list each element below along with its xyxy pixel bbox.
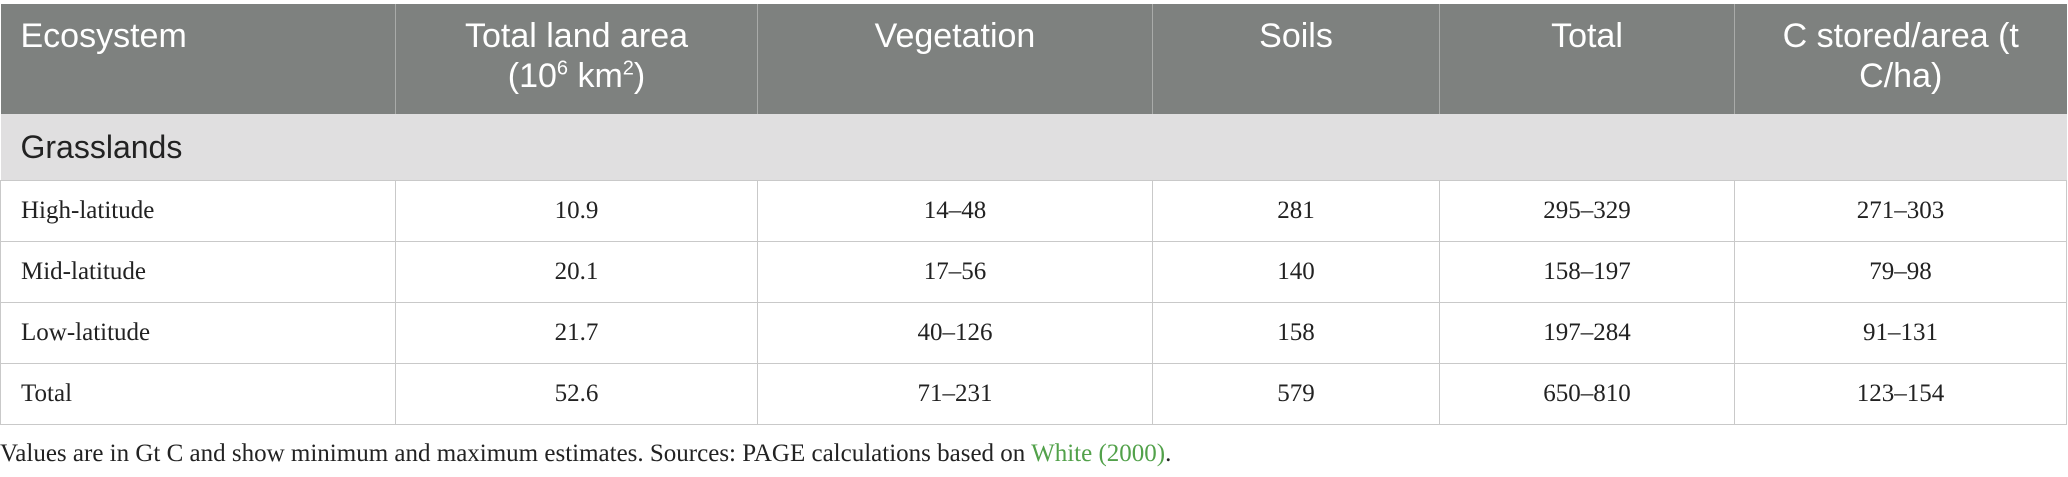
cell-land-area: 20.1 [395,241,758,303]
cell-ecosystem: Low-latitude [0,302,396,364]
cell-vegetation: 40–126 [757,302,1153,364]
cell-land-area: 52.6 [395,363,758,425]
header-land-area: Total land area (106 km2) [395,4,758,114]
header-soils: Soils [1152,4,1440,114]
cell-c-stored: 123–154 [1734,363,2067,425]
cell-soils: 579 [1152,363,1440,425]
cell-c-stored: 91–131 [1734,302,2067,364]
header-total: Total [1439,4,1735,114]
table-row: High-latitude 10.9 14–48 281 295–329 271… [0,180,2067,242]
cell-land-area: 21.7 [395,302,758,364]
header-land-area-unit-a: (10 [507,57,557,95]
citation-link[interactable]: White (2000) [1031,440,1166,467]
cell-vegetation: 71–231 [757,363,1153,425]
cell-vegetation: 14–48 [757,180,1153,242]
footnote-end: . [1165,440,1172,467]
cell-c-stored: 79–98 [1734,241,2067,303]
cell-soils: 140 [1152,241,1440,303]
table-row: Total 52.6 71–231 579 650–810 123–154 [0,363,2067,425]
footnote-text: Values are in Gt C and show minimum and … [0,440,1032,467]
cell-soils: 158 [1152,302,1440,364]
cell-total: 295–329 [1439,180,1735,242]
header-row: Ecosystem Total land area (106 km2) Vege… [0,4,2067,114]
cell-vegetation: 17–56 [757,241,1153,303]
table-row: Low-latitude 21.7 40–126 158 197–284 91–… [0,302,2067,364]
cell-ecosystem: Mid-latitude [0,241,396,303]
header-land-area-unit-b: km [568,57,623,95]
group-row: Grasslands [0,114,2067,181]
cell-ecosystem: High-latitude [0,180,396,242]
cell-total: 650–810 [1439,363,1735,425]
cell-soils: 281 [1152,180,1440,242]
header-c-stored: C stored/area (t C/ha) [1734,4,2067,114]
cell-ecosystem: Total [0,363,396,425]
cell-total: 197–284 [1439,302,1735,364]
group-label: Grasslands [0,114,2067,181]
header-vegetation: Vegetation [757,4,1153,114]
cell-total: 158–197 [1439,241,1735,303]
table-row: Mid-latitude 20.1 17–56 140 158–197 79–9… [0,241,2067,303]
header-land-area-main: Total land area [464,17,689,55]
header-land-area-exp1: 6 [556,57,569,80]
header-land-area-unit-c: ) [633,57,646,95]
header-ecosystem: Ecosystem [0,4,396,114]
carbon-storage-table: Ecosystem Total land area (106 km2) Vege… [0,4,2067,425]
table-container: Ecosystem Total land area (106 km2) Vege… [0,4,2068,425]
table-footnote: Values are in Gt C and show minimum and … [0,440,1171,468]
cell-land-area: 10.9 [395,180,758,242]
cell-c-stored: 271–303 [1734,180,2067,242]
header-land-area-exp2: 2 [622,57,634,80]
